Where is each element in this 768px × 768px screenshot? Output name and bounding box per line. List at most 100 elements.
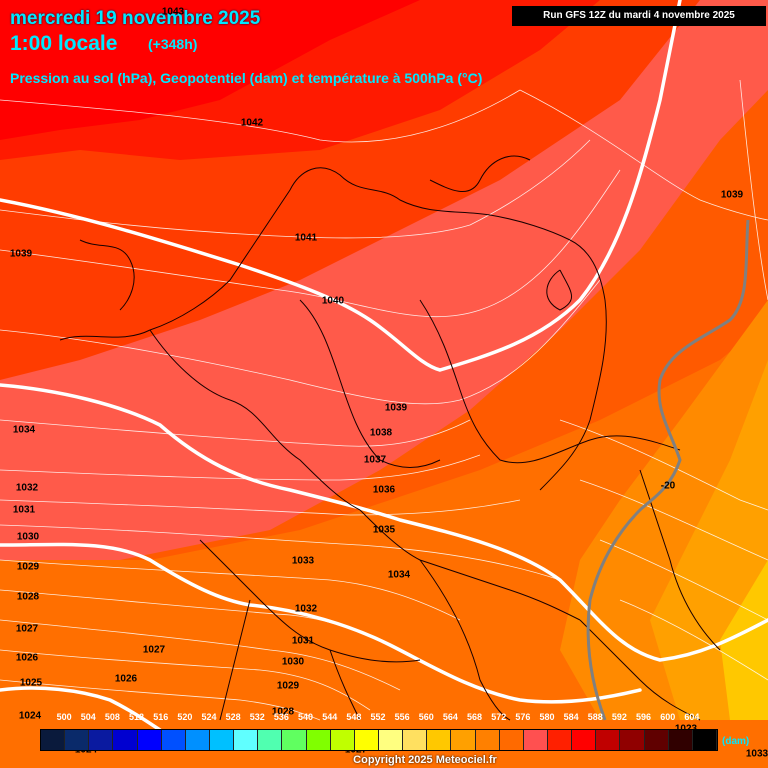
colorbar-swatch — [41, 730, 66, 750]
isobar — [0, 454, 481, 481]
colorbar-labels: 500 504 508 512 516 520 524 528 532 536 540 544 548 5… — [40, 712, 720, 726]
pressure-label: 1038 — [369, 427, 393, 439]
colorbar-tick-label: 520 — [177, 712, 193, 722]
isotherm-minus-20 — [586, 219, 750, 721]
colorbar-swatch — [547, 730, 573, 750]
colorbar-swatch — [161, 730, 186, 750]
pressure-label: 1024 — [18, 710, 42, 722]
geopotential-line — [0, 0, 682, 372]
colorbar-tick-label: 544 — [322, 712, 338, 722]
geopotential-line — [0, 383, 768, 662]
colorbar-tick-label: 504 — [80, 712, 96, 722]
colorbar-tick-label: 516 — [153, 712, 169, 722]
isobar — [0, 679, 321, 721]
colorbar-tick-label: 540 — [298, 712, 314, 722]
colorbar-tick-label: 592 — [611, 712, 627, 722]
pressure-label: 1032 — [294, 603, 318, 615]
isobar — [0, 559, 461, 621]
colorbar-tick-label: 500 — [56, 712, 72, 722]
local-time: 1:00 locale — [10, 32, 118, 55]
pressure-label: 1025 — [19, 677, 43, 689]
isobars — [0, 79, 768, 721]
pressure-label: 1030 — [281, 656, 305, 668]
colorbar-swatch — [89, 730, 114, 750]
colorbar-tick-label: 524 — [201, 712, 217, 722]
colorbar-swatch — [306, 730, 331, 750]
isobar — [579, 479, 768, 561]
border — [579, 619, 701, 721]
border — [419, 299, 681, 464]
colorbar-tick-label: 572 — [491, 712, 507, 722]
border — [149, 329, 361, 511]
pressure-label: 1043 — [161, 6, 185, 18]
colorbar-tick-label: 548 — [346, 712, 362, 722]
date-title: mercredi 19 novembre 2025 — [10, 8, 261, 29]
pressure-label: 1032 — [15, 482, 39, 494]
pressure-label: 1033 — [291, 555, 315, 567]
geopotential-contours — [0, 0, 768, 732]
border — [79, 239, 135, 311]
pressure-label: 1036 — [372, 484, 396, 496]
isotherm-label: -20 — [660, 480, 676, 492]
forecast-offset: (+348h) — [148, 36, 198, 52]
colorbar-swatch — [378, 730, 404, 750]
border — [299, 299, 441, 468]
pressure-label: 1037 — [363, 454, 387, 466]
colorbar-swatch — [282, 730, 307, 750]
copyright: Copyright 2025 Meteociel.fr — [353, 754, 497, 766]
pressure-label: 1040 — [321, 295, 345, 307]
isobar — [599, 539, 768, 621]
colorbar — [40, 729, 718, 751]
colorbar-swatch — [113, 730, 138, 750]
geopotential-line — [0, 542, 642, 704]
colorbar-swatch — [572, 730, 597, 750]
colorbar-swatch — [499, 730, 524, 750]
colorbar-swatch — [137, 730, 162, 750]
colorbar-tick-label: 604 — [684, 712, 700, 722]
pressure-label: 1034 — [387, 569, 411, 581]
pressure-label: 1029 — [16, 561, 40, 573]
isobar — [0, 499, 521, 516]
colorbar-tick-label: 564 — [442, 712, 458, 722]
pressure-label: 1026 — [15, 652, 39, 664]
isobar — [619, 599, 768, 681]
pressure-label: 1029 — [276, 680, 300, 692]
colorbar-tick-label: 596 — [636, 712, 652, 722]
colorbar-tick-label: 580 — [539, 712, 555, 722]
colorbar-swatch — [185, 730, 210, 750]
run-info: Run GFS 12Z du mardi 4 novembre 2025 — [512, 6, 766, 26]
colorbar-tick-label: 600 — [660, 712, 676, 722]
colorbar-swatch — [209, 730, 235, 750]
colorbar-swatch — [403, 730, 428, 750]
colorbar-tick-label: 552 — [370, 712, 386, 722]
pressure-label: 1031 — [12, 504, 36, 516]
colorbar-tick-label: 588 — [587, 712, 603, 722]
colorbar-swatch — [668, 730, 693, 750]
colorbar-swatch — [620, 730, 645, 750]
colorbar-swatch — [644, 730, 669, 750]
border — [419, 559, 511, 721]
colorbar-swatch — [596, 730, 621, 750]
colorbar-tick-label: 568 — [467, 712, 483, 722]
pressure-label: 1027 — [142, 644, 166, 656]
colorbar-swatch — [523, 730, 548, 750]
isobar — [0, 169, 621, 318]
isobar — [559, 419, 768, 511]
isobar — [0, 524, 561, 581]
colorbar-swatch — [427, 730, 452, 750]
coastline — [546, 269, 572, 311]
pressure-label: 1041 — [294, 232, 318, 244]
isobar — [0, 139, 591, 239]
border — [539, 299, 607, 491]
pressure-label: 1034 — [12, 424, 36, 436]
band-584 — [0, 0, 420, 140]
borders — [59, 155, 721, 721]
pressure-label: 1033 — [745, 748, 768, 760]
colorbar-swatch — [65, 730, 90, 750]
pressure-label: 1039 — [384, 402, 408, 414]
colorbar-swatch — [475, 730, 500, 750]
pressure-label: 1026 — [114, 673, 138, 685]
colorbar-tick-label: 560 — [418, 712, 434, 722]
border — [359, 509, 581, 621]
colorbar-tick-label: 536 — [273, 712, 289, 722]
